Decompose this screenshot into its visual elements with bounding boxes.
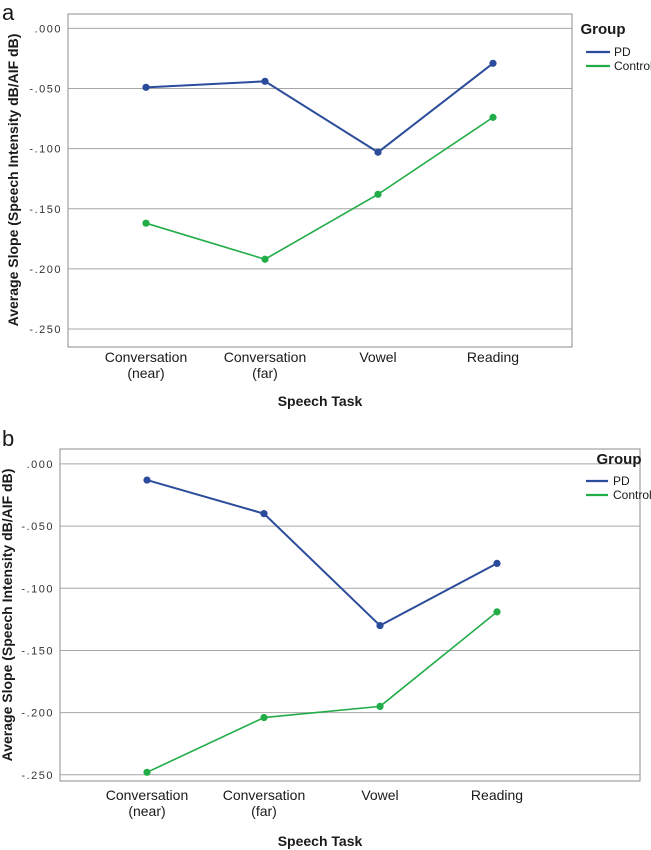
x-tick-label: Conversation (near) [106,787,189,819]
x-tick-label: Vowel [359,349,396,365]
y-tick-label: -.150 [21,645,54,657]
y-tick-label: -.200 [21,708,54,720]
y-tick-label: -.100 [21,583,54,595]
x-axis-title: Speech Task [278,833,363,849]
legend-label-control: Control [613,488,651,502]
series-line-control [146,611,498,774]
data-point-pd [374,148,382,156]
chart-panel-b: b .000 -.050 -.100 -.150 -.200 -.250 Conversati… [0,426,651,849]
series-line-control [145,116,494,261]
x-axis-title: Speech Task [278,393,363,409]
data-point-control [142,219,150,227]
legend-title: Group [597,451,642,468]
y-tick-label: -.250 [21,770,54,782]
chart-panel-a: a .000 -.050 -.100 -.150 -.200 -.250 Conversati… [2,0,651,409]
data-point-control [376,702,384,710]
y-axis-title: Average Slope (Speech Intensity dB/AIF d… [0,469,15,762]
series-line-pd [145,62,494,154]
panel-label: b [2,426,14,451]
data-point-pd [143,476,151,484]
data-point-pd [261,77,269,85]
data-point-control [489,113,497,121]
y-tick-label: -.150 [29,204,62,216]
legend-label-pd: PD [614,45,631,59]
y-tick-label: .000 [27,459,54,471]
legend-label-pd: PD [613,474,630,488]
data-point-control [260,713,268,722]
x-tick-label: Conversation (far) [224,349,307,381]
data-point-control [143,768,151,776]
x-tick-label: Conversation (far) [223,787,306,819]
data-point-control [493,608,501,616]
y-tick-label: -.050 [29,84,62,96]
data-point-control [374,190,382,198]
legend-title: Group [581,21,626,38]
panel-label: a [2,0,15,25]
plot-frame [67,13,573,348]
x-tick-label: Vowel [361,787,398,803]
y-tick-label: -.100 [29,144,62,156]
x-tick-label: Reading [471,787,523,803]
y-tick-label: -.050 [21,521,54,533]
x-tick-label: Conversation (near) [105,349,188,381]
series-line-pd [146,479,498,627]
y-tick-label: -.250 [29,324,62,336]
x-tick-label: Reading [467,349,519,365]
data-point-pd [260,510,268,518]
data-point-pd [142,83,150,91]
data-point-pd [493,559,501,567]
y-tick-label: .000 [35,23,62,35]
y-axis-title: Average Slope (Speech Intensity dB/AIF d… [5,34,21,327]
data-point-pd [489,59,497,67]
plot-frame [59,448,641,782]
data-point-pd [376,621,384,630]
data-point-control [261,255,269,263]
y-tick-label: -.200 [29,264,62,276]
legend-label-control: Control [614,59,651,73]
